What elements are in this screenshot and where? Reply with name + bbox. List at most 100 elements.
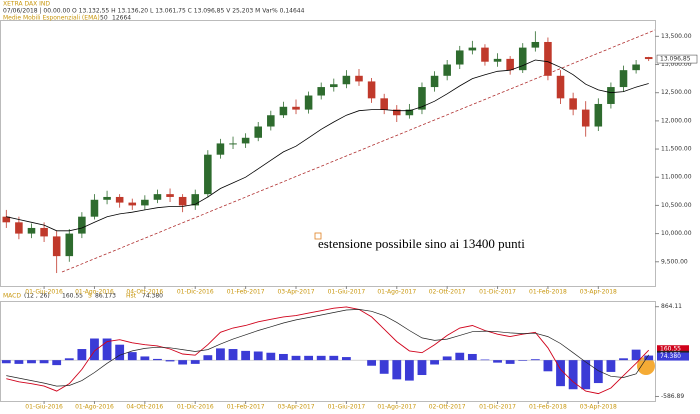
y-tick-label: 864.11 [661, 303, 682, 310]
ema-period: 50 [100, 15, 108, 22]
macd-params: (12 , 26) [24, 293, 50, 300]
candle-body [506, 58, 514, 71]
candle-body [632, 64, 640, 71]
x-tick-label: 01-Feb-2017 [227, 289, 265, 296]
histogram-bar [367, 360, 376, 366]
x-tick-label: 01-Ago-2017 [377, 289, 416, 296]
hist-name: Hst [126, 293, 137, 300]
x-tick-label: 01-Ago-2016 [75, 404, 114, 411]
x-tick-label: 03-Apr-2018 [580, 404, 617, 411]
x-tick-label: 03-Apr-2017 [277, 289, 314, 296]
candle-body [518, 47, 527, 71]
x-tick-label: 02-Ott-2017 [429, 289, 466, 296]
last-value-label: 74.380 [660, 353, 681, 360]
histogram-bar [52, 360, 62, 366]
annotation-marker [314, 232, 322, 240]
candle-body [27, 227, 36, 234]
histogram-bar [266, 352, 276, 361]
candle-body [556, 75, 565, 99]
last-value-label: 160.55 [660, 346, 681, 353]
candle-body [581, 109, 590, 127]
histogram-bar [581, 360, 591, 390]
candle-body [267, 115, 275, 127]
histogram-bar [77, 349, 87, 361]
candle-body [178, 196, 187, 206]
candle-body [355, 75, 363, 82]
histogram-bar [115, 344, 125, 361]
candle-body [317, 87, 325, 96]
histogram-bar [253, 351, 263, 361]
x-tick-label: 01-Giu-2017 [328, 404, 366, 411]
histogram-bar [316, 355, 326, 361]
histogram-bar [90, 338, 99, 361]
histogram-bar [480, 359, 490, 361]
y-tick-label: 13,000.00 [661, 61, 692, 68]
histogram-bar [568, 360, 578, 390]
x-tick-label: 01-Dic-2017 [479, 404, 516, 411]
candle-body [367, 81, 376, 99]
candle-body [216, 143, 225, 155]
y-tick-label: 10,500.00 [661, 202, 692, 209]
candle-body [342, 75, 351, 85]
histogram-bar [291, 355, 301, 361]
histogram-bar [556, 360, 565, 387]
y-tick-label: 12,000.00 [661, 117, 692, 124]
x-tick-label: 01-Dic-2016 [177, 404, 214, 411]
ema-last: 12664 [112, 15, 131, 22]
x-tick-label: 03-Apr-2017 [277, 404, 314, 411]
histogram-bar [593, 360, 603, 384]
candle-body [191, 194, 200, 206]
signal-last: 86.173 [95, 293, 116, 300]
histogram-bar [518, 360, 528, 361]
candle-body [405, 109, 414, 116]
candle-body [229, 143, 237, 145]
histogram-bar [1, 360, 11, 364]
histogram-bar [619, 358, 628, 361]
y-tick-label: -586.89 [661, 393, 684, 400]
last-value-box [657, 345, 689, 354]
candle-body [15, 222, 23, 234]
histogram-bar [102, 338, 112, 361]
histogram-bar [404, 360, 414, 381]
histogram-bar [304, 355, 314, 361]
candle-body [330, 84, 338, 88]
candle-body [292, 106, 300, 110]
y-tick-label: 12,500.00 [661, 89, 692, 96]
histogram-bar [153, 358, 162, 361]
histogram-bar [417, 360, 427, 376]
candle-body [380, 98, 388, 110]
chart-title: XETRA DAX IND [3, 1, 50, 8]
candle-body [141, 199, 149, 206]
histogram-bar [392, 360, 402, 380]
candle-body [40, 227, 48, 237]
candle-body [78, 216, 86, 234]
candle-body [468, 47, 477, 51]
macd-frame [0, 301, 656, 402]
histogram-bar [279, 353, 288, 361]
histogram-bar [14, 360, 24, 364]
histogram-bar [165, 360, 175, 362]
candle-body [619, 70, 628, 88]
x-tick-label: 01-Ago-2017 [377, 404, 416, 411]
main-frame [0, 20, 656, 287]
histogram-bar [27, 360, 36, 364]
last-value-box [657, 352, 689, 361]
histogram-bar [505, 360, 515, 364]
histogram-bar [530, 359, 540, 361]
y-tick-label: 11,000.00 [661, 174, 692, 181]
x-tick-label: 01-Feb-2018 [529, 289, 567, 296]
histogram-bar [379, 360, 389, 374]
x-tick-label: 01-Giu-2016 [25, 404, 63, 411]
macd-title: MACD [3, 293, 21, 300]
candle-body [153, 194, 162, 200]
candle-body [304, 95, 313, 110]
candle-body [2, 216, 11, 223]
y-tick-label: 11,500.00 [661, 146, 692, 153]
candle-body [644, 57, 653, 60]
histogram-bar [341, 357, 351, 361]
histogram-bar [228, 349, 238, 361]
candle-body [493, 58, 502, 62]
signal-line [6, 309, 649, 387]
x-tick-label: 01-Ago-2016 [75, 289, 114, 296]
